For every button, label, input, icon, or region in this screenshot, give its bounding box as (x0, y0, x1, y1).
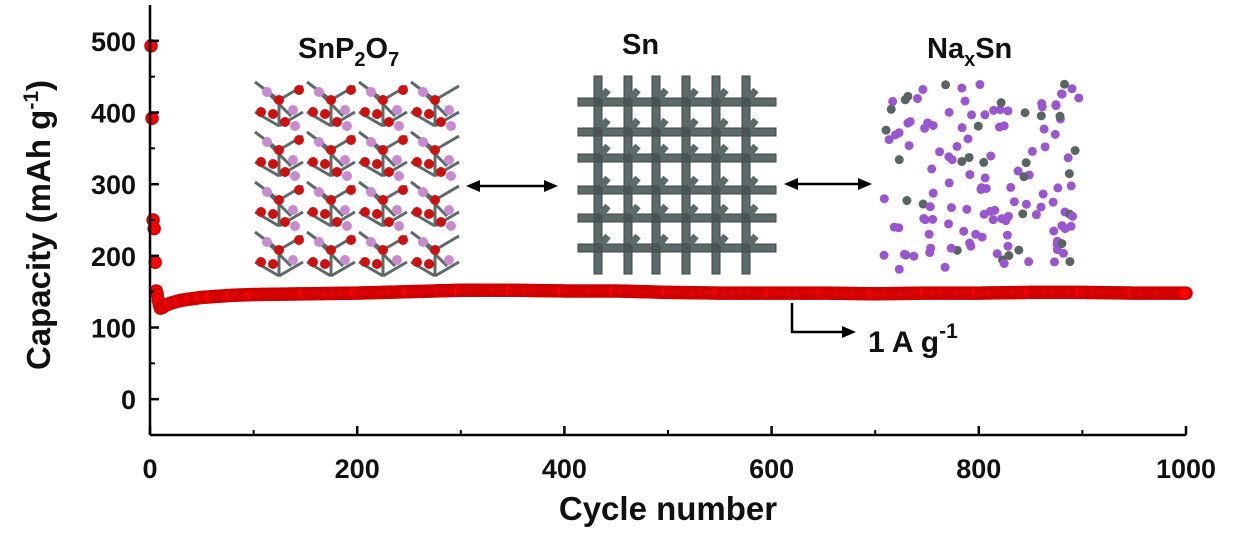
snp2o7-structure-image (254, 80, 460, 278)
inset-sn-structure: Sn (577, 29, 777, 275)
sn-structure-image (577, 75, 777, 275)
y-ticks: 0 100 200 300 400 500 (91, 27, 159, 436)
naxsn-structure-image (879, 79, 1084, 274)
y-tick-label-300: 300 (91, 170, 136, 200)
double-arrow-1 (466, 180, 558, 192)
x-tick-label-0: 0 (142, 454, 157, 484)
data-point (145, 111, 159, 125)
current-density-annotation: 1 A g-1 (790, 303, 958, 359)
inset-label-sn: Sn (622, 29, 659, 61)
y-tick-label-400: 400 (91, 99, 136, 129)
x-tick-label-800: 800 (956, 454, 1001, 484)
x-tick-label-400: 400 (542, 454, 587, 484)
axes: 0 200 400 600 800 1000 0 100 200 300 400 500 (91, 5, 1216, 484)
x-axis-title: Cycle number (559, 490, 777, 527)
inset-naxsn-structure: NaxSn (879, 33, 1084, 274)
data-points (144, 39, 1193, 315)
data-point (1177, 286, 1191, 300)
y-tick-label-200: 200 (91, 242, 136, 272)
x-tick-label-600: 600 (749, 454, 794, 484)
y-tick-label-100: 100 (91, 314, 136, 344)
x-tick-label-200: 200 (335, 454, 380, 484)
double-arrow-2 (784, 178, 872, 190)
x-tick-label-1000: 1000 (1156, 454, 1216, 484)
x-ticks: 0 200 400 600 800 1000 (142, 426, 1216, 484)
inset-snp2o7-structure: SnP2O7 (254, 33, 460, 278)
inset-label-naxsn: NaxSn (927, 33, 1012, 71)
y-tick-label-500: 500 (91, 27, 136, 57)
annotation-text: 1 A g-1 (868, 320, 958, 359)
y-axis-title: Capacity (mAh g-1) (20, 80, 57, 370)
y-tick-label-0: 0 (121, 385, 136, 415)
inset-label-snp2o7: SnP2O7 (298, 33, 399, 71)
